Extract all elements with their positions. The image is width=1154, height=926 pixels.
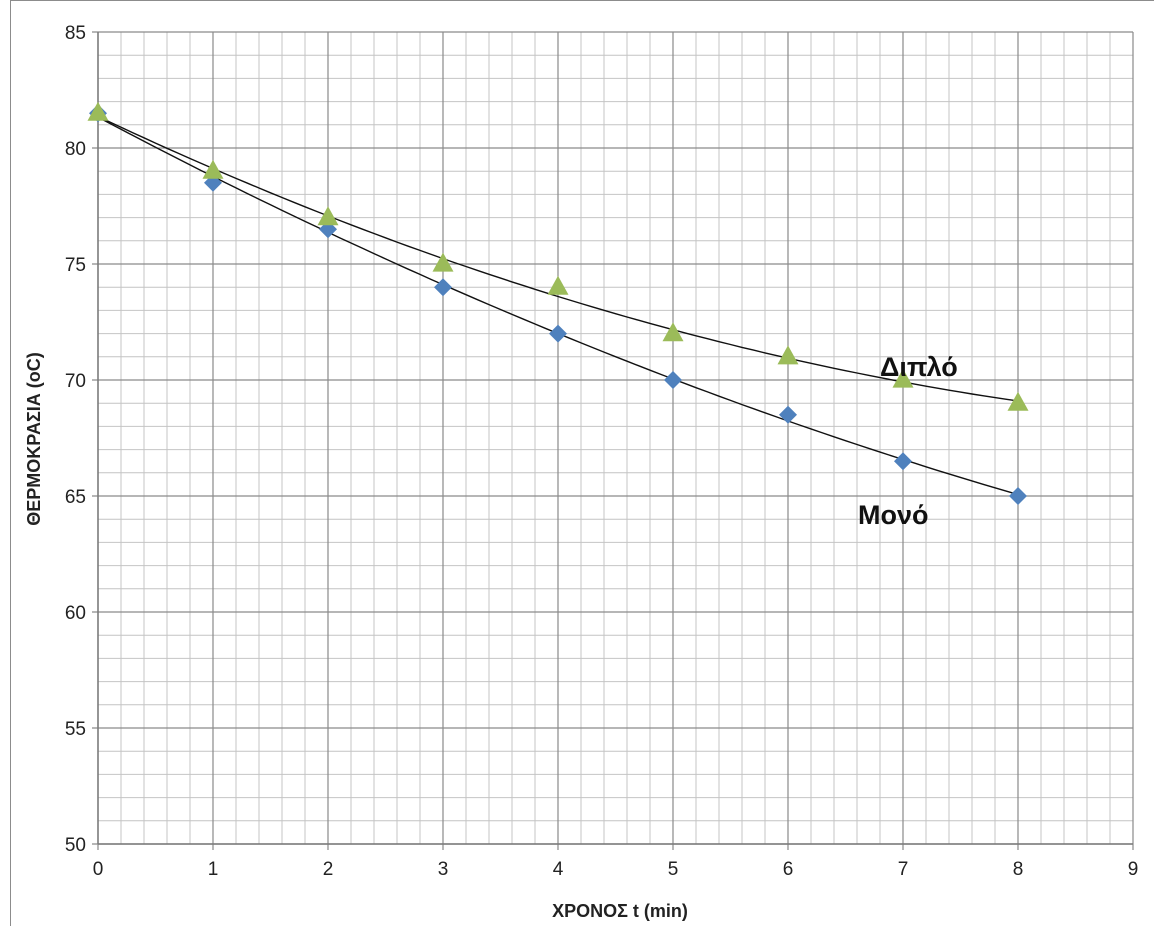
y-tick-label: 50 <box>65 835 86 856</box>
marker-diplo <box>87 101 109 121</box>
x-tick-label: 2 <box>323 859 334 880</box>
x-tick-label: 1 <box>208 859 219 880</box>
x-tick-label: 6 <box>783 859 794 880</box>
y-axis-title: ΘΕΡΜΟΚΡΑΣΙΑ (oC) <box>24 352 44 525</box>
marker-diplo <box>202 159 224 179</box>
marker-diplo <box>432 252 454 272</box>
marker-diplo <box>892 368 914 388</box>
marker-mono <box>894 452 912 471</box>
series-label-diplo: Διπλό <box>880 352 958 382</box>
axes <box>97 32 1133 845</box>
trendline-diplo <box>97 115 1019 402</box>
major-gridlines <box>92 31 1134 850</box>
marker-diplo <box>547 275 569 295</box>
x-tick-label: 5 <box>668 859 679 880</box>
marker-mono <box>549 324 567 343</box>
x-axis-title: ΧΡΟΝΟΣ t (min) <box>552 901 688 921</box>
data-markers <box>87 101 1029 505</box>
marker-diplo <box>1007 391 1029 411</box>
y-tick-label: 75 <box>65 255 86 276</box>
y-tick-label: 55 <box>65 719 86 740</box>
marker-mono <box>779 405 797 424</box>
x-tick-label: 3 <box>438 859 449 880</box>
minor-gridlines <box>97 31 1134 845</box>
x-tick-label: 7 <box>898 859 909 880</box>
x-tick-label: 9 <box>1128 859 1139 880</box>
marker-mono <box>434 278 452 297</box>
x-tick-label: 4 <box>553 859 564 880</box>
marker-mono <box>1009 487 1027 505</box>
y-tick-labels: 50 55 60 65 70 75 80 85 <box>65 23 86 856</box>
series-label-mono: Μονό <box>858 500 929 530</box>
marker-diplo <box>317 206 339 226</box>
y-tick-label: 65 <box>65 487 86 508</box>
chart-area <box>10 0 1154 926</box>
marker-diplo <box>777 345 799 365</box>
marker-mono <box>664 371 682 389</box>
y-tick-label: 60 <box>65 603 86 624</box>
x-tick-label: 8 <box>1013 859 1024 880</box>
y-tick-label: 70 <box>65 371 86 392</box>
marker-diplo <box>662 322 684 342</box>
x-tick-label: 0 <box>93 859 104 880</box>
x-tick-labels: 0 1 2 3 4 5 6 7 8 9 <box>93 859 1139 880</box>
y-tick-label: 85 <box>65 23 86 44</box>
y-tick-label: 80 <box>65 139 86 160</box>
series-labels: Μονό Διπλό <box>858 352 958 530</box>
